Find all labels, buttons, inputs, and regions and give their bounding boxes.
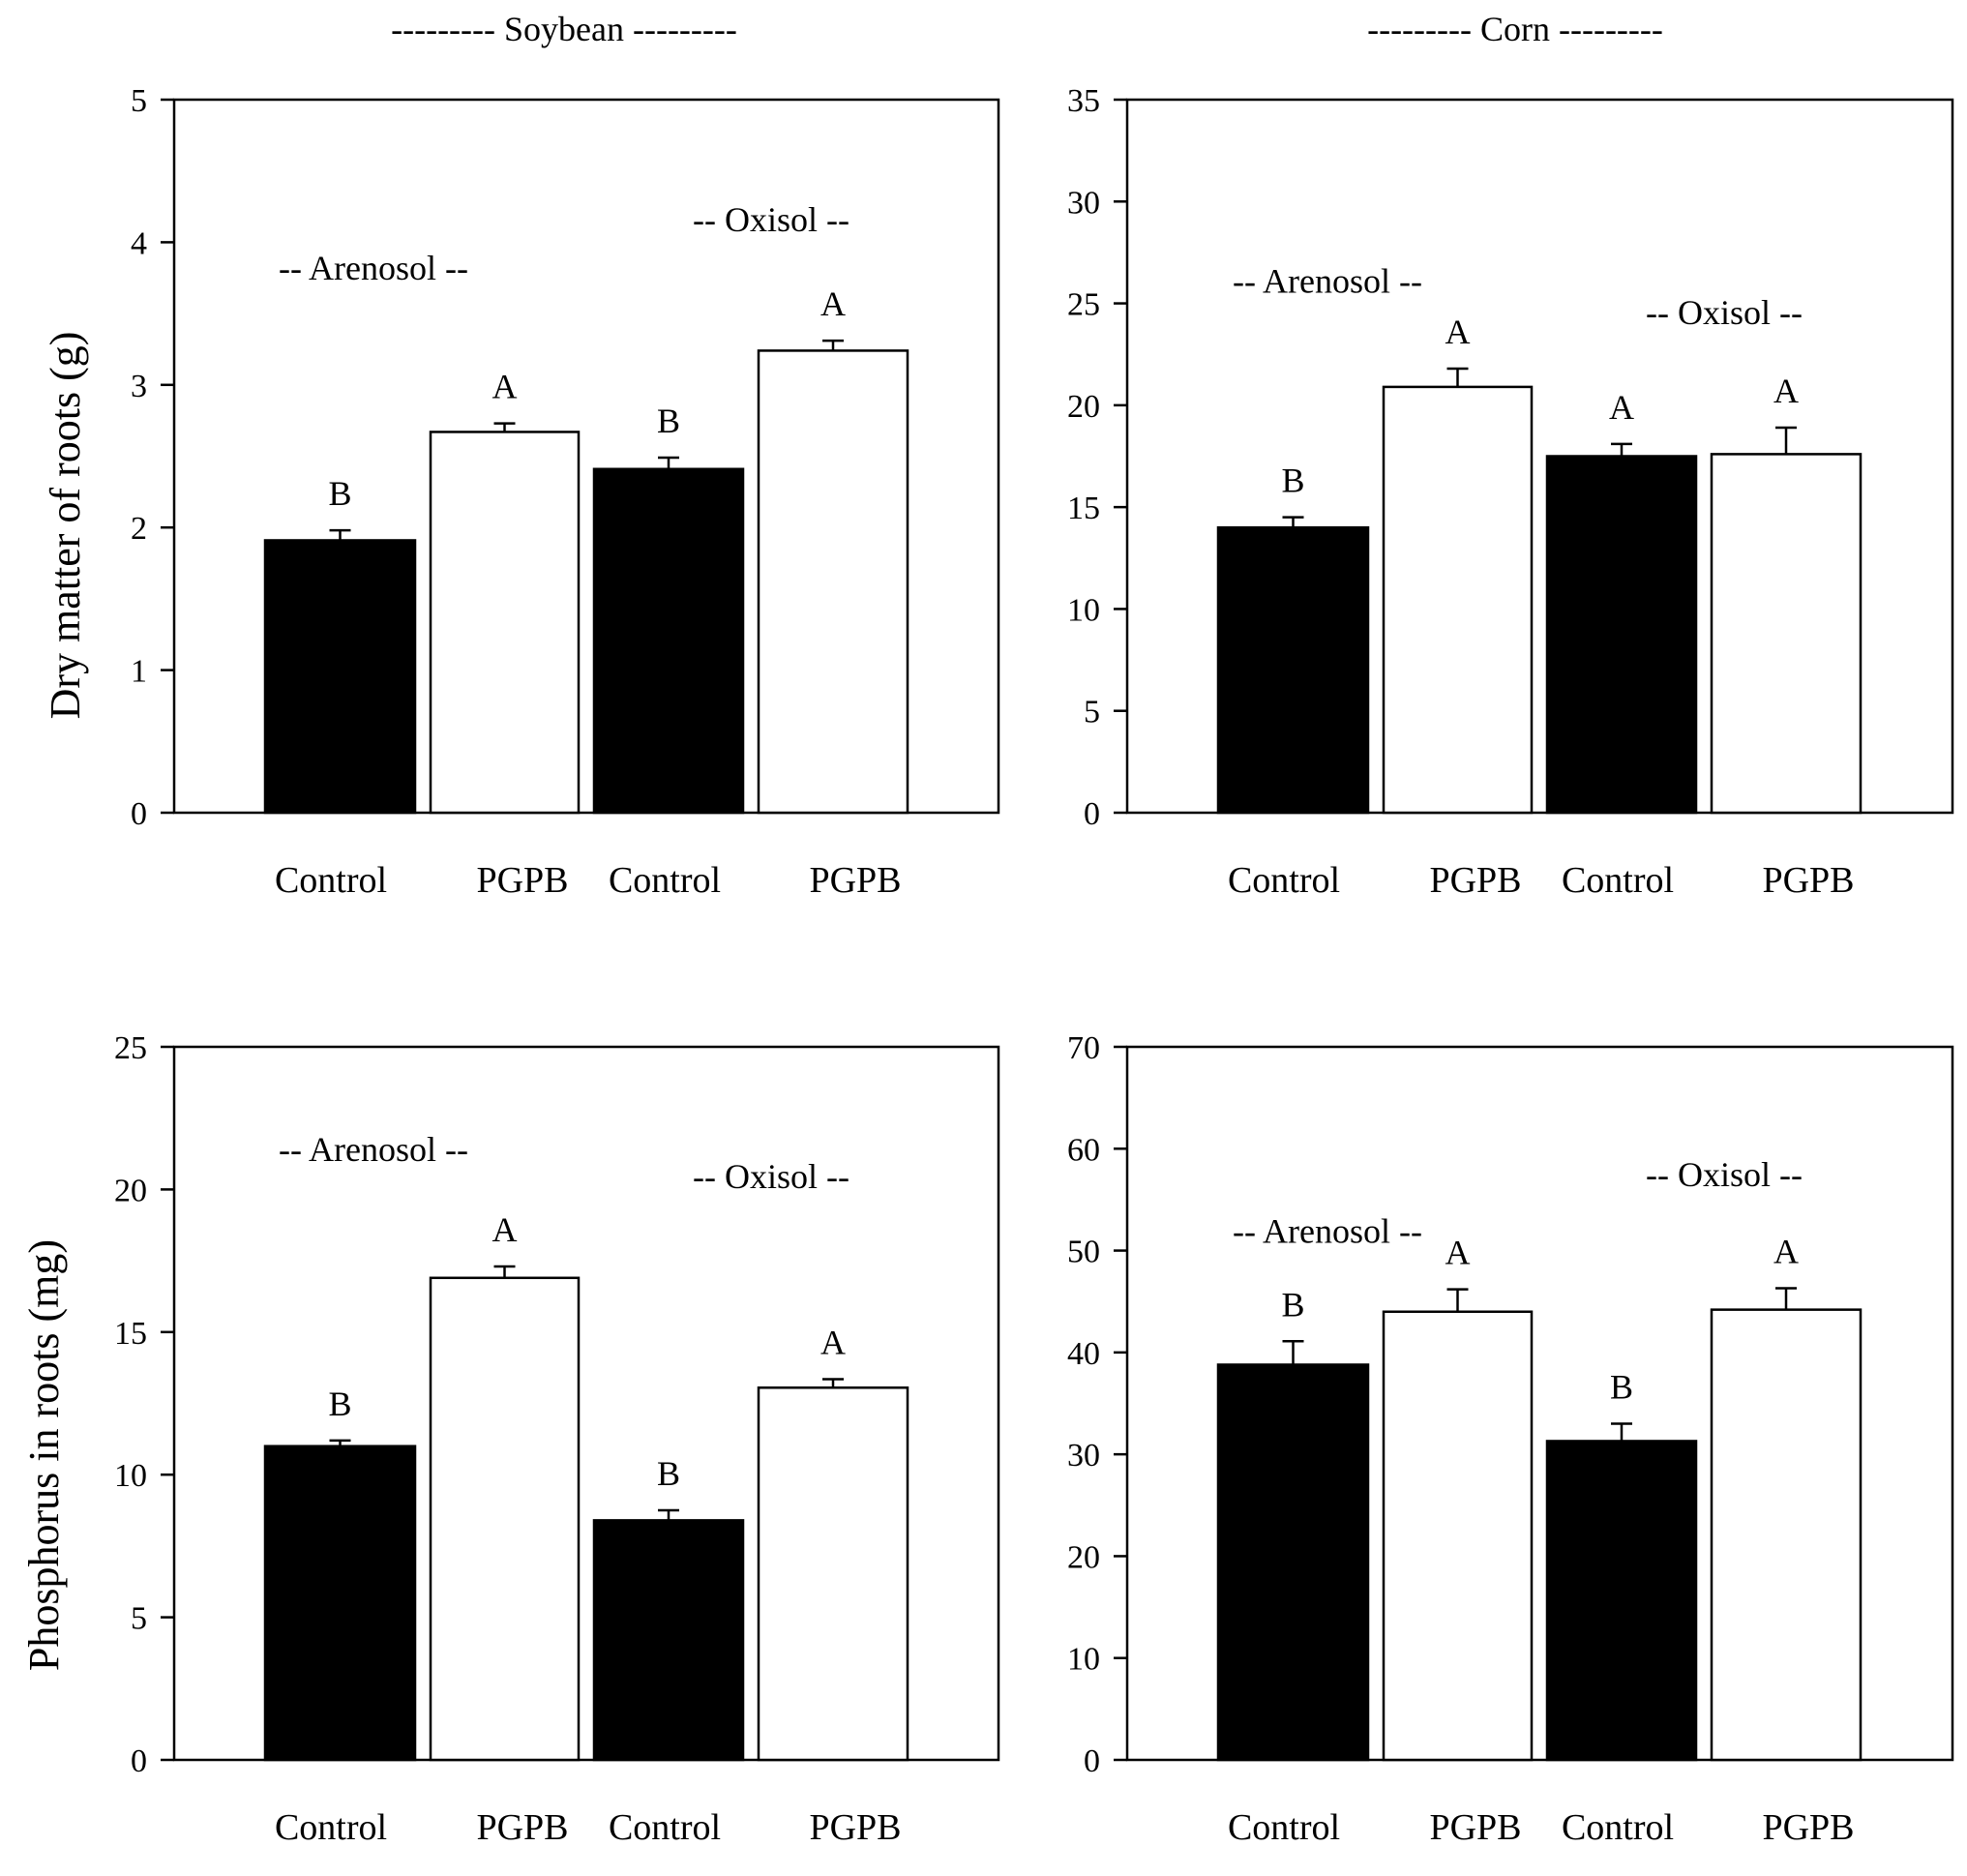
category-label: PGPB — [809, 860, 901, 901]
y-tick-label: 10 — [114, 1458, 147, 1494]
plot-frame — [172, 1045, 1000, 1762]
significance-letter: A — [1773, 1233, 1799, 1271]
y-tick-label: 70 — [1067, 1030, 1100, 1066]
category-label: PGPB — [809, 1807, 901, 1848]
category-label: Control — [1562, 860, 1674, 901]
y-tick-label: 15 — [114, 1316, 147, 1352]
category-label: PGPB — [476, 1807, 568, 1848]
significance-letter: B — [328, 1385, 351, 1423]
significance-letter: A — [492, 1210, 518, 1249]
significance-letter: B — [1281, 1285, 1304, 1324]
bar — [1216, 525, 1370, 815]
soil-group-label: -- Arenosol -- — [1233, 261, 1422, 300]
y-tick-label: 5 — [1084, 695, 1100, 730]
y-tick-label: 25 — [114, 1030, 147, 1066]
y-tick-label: 5 — [131, 1601, 147, 1637]
panel-soybean-phosphorus: 0 5 10 15 20 25 B Control A PGPB B Control A PGPB -- A… — [114, 1030, 1000, 1848]
plot-frame — [1125, 1045, 1954, 1762]
category-label: Control — [1228, 860, 1340, 901]
y-tick-label: 10 — [1067, 592, 1100, 628]
bar — [1710, 453, 1863, 815]
y-tick-label: 10 — [1067, 1642, 1100, 1678]
category-label: Control — [275, 860, 387, 901]
y-tick-label: 2 — [131, 511, 147, 547]
y-tick-label: 30 — [1067, 185, 1100, 221]
y-tick-label: 4 — [131, 225, 147, 261]
panel-soybean-dry-matter: 0 1 2 3 4 5 B Control A PGPB B Control A PGPB -- Areno… — [131, 83, 1000, 901]
y-tick-label: 0 — [131, 1743, 147, 1779]
bar — [1382, 385, 1534, 815]
category-label: PGPB — [1762, 860, 1854, 901]
y-axis-label-dry-matter: Dry matter of roots (g) — [42, 332, 89, 720]
significance-letter: B — [1281, 462, 1304, 500]
y-axis-label-phosphorus: Phosphorus in roots (mg) — [20, 1239, 68, 1671]
soil-group-label: -- Arenosol -- — [1233, 1212, 1422, 1251]
category-label: PGPB — [1762, 1807, 1854, 1848]
y-tick-label: 20 — [114, 1173, 147, 1208]
bar — [1382, 1310, 1534, 1762]
significance-letter: B — [1610, 1368, 1633, 1407]
y-tick-label: 0 — [131, 796, 147, 832]
bar — [263, 539, 417, 815]
category-label: Control — [1228, 1807, 1340, 1848]
category-label: PGPB — [1429, 860, 1521, 901]
bar — [429, 1276, 581, 1762]
soybean-header: --------- Soybean --------- — [391, 10, 737, 48]
significance-letter: A — [492, 368, 518, 406]
significance-letter: A — [1773, 372, 1799, 410]
bar — [592, 467, 745, 815]
significance-letter: A — [1445, 1234, 1471, 1272]
bar — [592, 1519, 745, 1762]
soil-group-label: -- Oxisol -- — [693, 1157, 849, 1196]
soil-group-label: -- Oxisol -- — [1646, 293, 1803, 332]
panel-corn-dry-matter: 0 5 10 15 20 25 30 35 B Control A PGPB A Control A PGPB… — [1067, 83, 1954, 901]
y-tick-label: 60 — [1067, 1132, 1100, 1168]
y-tick-label: 15 — [1067, 491, 1100, 526]
bar — [1216, 1363, 1370, 1762]
bar — [429, 431, 581, 815]
category-label: PGPB — [476, 860, 568, 901]
panel-corn-phosphorus: 0 10 20 30 40 50 60 70 B Control A PGPB B Control A PGP… — [1067, 1030, 1954, 1848]
bar — [1710, 1308, 1863, 1762]
y-tick-label: 20 — [1067, 1539, 1100, 1575]
category-label: Control — [275, 1807, 387, 1848]
bar — [757, 1386, 909, 1762]
corn-header: --------- Corn --------- — [1367, 10, 1663, 48]
category-label: Control — [609, 860, 721, 901]
bar — [1545, 455, 1698, 815]
bar — [757, 349, 909, 815]
significance-letter: A — [820, 284, 846, 323]
y-tick-label: 1 — [131, 654, 147, 690]
y-tick-label: 5 — [131, 83, 147, 119]
y-tick-label: 20 — [1067, 389, 1100, 425]
significance-letter: B — [657, 1454, 680, 1493]
plot-frame — [172, 98, 1000, 815]
y-tick-label: 3 — [131, 369, 147, 404]
category-label: Control — [609, 1807, 721, 1848]
y-tick-label: 0 — [1084, 796, 1100, 832]
significance-letter: A — [820, 1323, 846, 1361]
category-label: PGPB — [1429, 1807, 1521, 1848]
soil-group-label: -- Arenosol -- — [279, 249, 468, 287]
soil-group-label: -- Arenosol -- — [279, 1130, 468, 1169]
y-tick-label: 40 — [1067, 1336, 1100, 1372]
y-tick-label: 35 — [1067, 83, 1100, 119]
significance-letter: B — [657, 402, 680, 440]
significance-letter: B — [328, 474, 351, 513]
significance-letter: A — [1609, 388, 1634, 427]
y-tick-label: 0 — [1084, 1743, 1100, 1779]
soil-group-label: -- Oxisol -- — [693, 200, 849, 239]
y-tick-label: 50 — [1067, 1235, 1100, 1270]
y-tick-label: 30 — [1067, 1438, 1100, 1474]
soil-group-label: -- Oxisol -- — [1646, 1155, 1803, 1194]
significance-letter: A — [1445, 313, 1471, 351]
bar — [1545, 1440, 1698, 1762]
bar — [263, 1444, 417, 1762]
y-tick-label: 25 — [1067, 287, 1100, 323]
plot-frame — [1125, 98, 1954, 815]
category-label: Control — [1562, 1807, 1674, 1848]
